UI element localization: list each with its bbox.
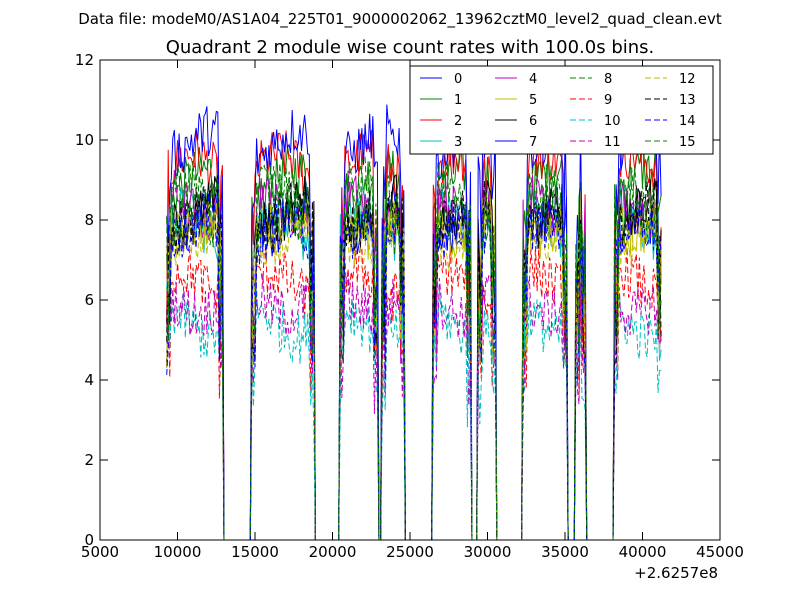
x-tick-label: 45000 (696, 543, 744, 561)
data-file-label: Data file: modeM0/AS1A04_225T01_90000020… (78, 10, 722, 29)
legend-label-14: 14 (679, 114, 696, 129)
x-tick-label: 20000 (309, 543, 357, 561)
x-offset-label: +2.6257e8 (634, 564, 718, 582)
legend-label-4: 4 (529, 72, 537, 87)
legend-label-5: 5 (529, 93, 537, 108)
legend-label-10: 10 (604, 114, 621, 129)
y-tick-label: 4 (84, 371, 94, 389)
legend-label-6: 6 (529, 114, 537, 129)
legend-label-0: 0 (454, 72, 462, 87)
y-tick-label: 0 (84, 531, 94, 549)
legend-label-2: 2 (454, 114, 462, 129)
x-tick-label: 35000 (541, 543, 589, 561)
x-tick-label: 15000 (231, 543, 279, 561)
chart-title: Quadrant 2 module wise count rates with … (166, 37, 655, 58)
y-tick-label: 2 (84, 451, 94, 469)
y-tick-label: 6 (84, 291, 94, 309)
legend-label-1: 1 (454, 93, 462, 108)
legend-label-11: 11 (604, 135, 621, 150)
legend-label-13: 13 (679, 93, 696, 108)
x-tick-label: 30000 (464, 543, 512, 561)
x-tick-label: 25000 (386, 543, 434, 561)
legend-label-7: 7 (529, 135, 537, 150)
legend-label-12: 12 (679, 72, 696, 87)
y-tick-label: 8 (84, 211, 94, 229)
legend-label-15: 15 (679, 135, 696, 150)
x-tick-label: 5000 (81, 543, 119, 561)
legend-label-3: 3 (454, 135, 462, 150)
legend-label-9: 9 (604, 93, 612, 108)
y-tick-label: 10 (75, 131, 94, 149)
x-tick-label: 40000 (619, 543, 667, 561)
x-tick-label: 10000 (154, 543, 202, 561)
axes: 5000 10000 15000 20000 25000 30000 35000 40000 4… (75, 51, 744, 561)
legend-box (409, 65, 714, 155)
y-tick-label: 12 (75, 51, 94, 69)
legend-label-8: 8 (604, 72, 612, 87)
